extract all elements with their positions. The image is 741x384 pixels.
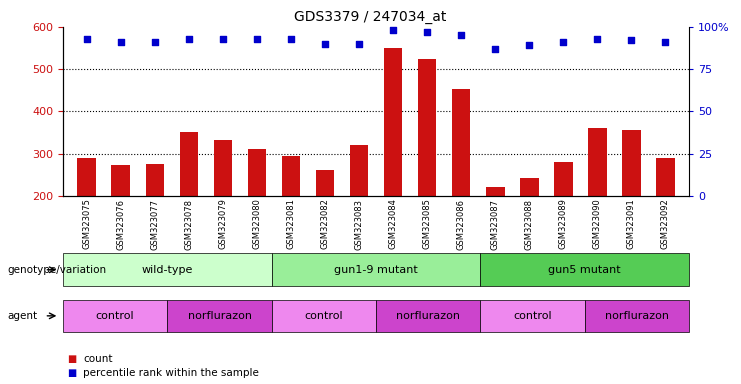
Text: control: control bbox=[96, 311, 134, 321]
Text: genotype/variation: genotype/variation bbox=[7, 265, 107, 275]
Bar bbox=[452, 89, 471, 280]
Text: norflurazon: norflurazon bbox=[396, 311, 460, 321]
Point bbox=[217, 36, 229, 42]
Text: ■: ■ bbox=[67, 354, 76, 364]
Text: ■: ■ bbox=[67, 368, 76, 378]
Point bbox=[115, 39, 127, 45]
Bar bbox=[78, 158, 96, 280]
Text: control: control bbox=[514, 311, 552, 321]
Point bbox=[251, 36, 263, 42]
Bar bbox=[350, 145, 368, 280]
Bar bbox=[520, 178, 539, 280]
Point bbox=[625, 37, 637, 43]
Point bbox=[353, 41, 365, 47]
Point bbox=[489, 46, 501, 52]
Bar bbox=[316, 170, 334, 280]
Text: agent: agent bbox=[7, 311, 38, 321]
Text: count: count bbox=[83, 354, 113, 364]
Bar bbox=[622, 131, 641, 280]
Text: percentile rank within the sample: percentile rank within the sample bbox=[83, 368, 259, 378]
Text: GDS3379 / 247034_at: GDS3379 / 247034_at bbox=[294, 10, 447, 23]
Point bbox=[591, 36, 603, 42]
Point bbox=[81, 36, 93, 42]
Point bbox=[523, 42, 535, 48]
Bar bbox=[111, 166, 130, 280]
Bar bbox=[247, 149, 266, 280]
Bar bbox=[145, 164, 165, 280]
Bar bbox=[656, 158, 674, 280]
Bar bbox=[384, 48, 402, 280]
Point bbox=[421, 29, 433, 35]
Text: control: control bbox=[305, 311, 343, 321]
Point bbox=[319, 41, 331, 47]
Bar bbox=[418, 59, 436, 280]
Text: norflurazon: norflurazon bbox=[187, 311, 251, 321]
Point bbox=[285, 36, 297, 42]
Point bbox=[149, 39, 161, 45]
Bar bbox=[588, 128, 607, 280]
Point bbox=[557, 39, 569, 45]
Bar bbox=[213, 140, 232, 280]
Text: gun5 mutant: gun5 mutant bbox=[548, 265, 621, 275]
Bar bbox=[486, 187, 505, 280]
Point bbox=[387, 27, 399, 33]
Bar bbox=[554, 162, 573, 280]
Point bbox=[455, 32, 467, 38]
Text: gun1-9 mutant: gun1-9 mutant bbox=[334, 265, 418, 275]
Point bbox=[659, 39, 671, 45]
Bar bbox=[179, 132, 199, 280]
Point bbox=[183, 36, 195, 42]
Text: wild-type: wild-type bbox=[142, 265, 193, 275]
Text: norflurazon: norflurazon bbox=[605, 311, 669, 321]
Bar bbox=[282, 156, 300, 280]
